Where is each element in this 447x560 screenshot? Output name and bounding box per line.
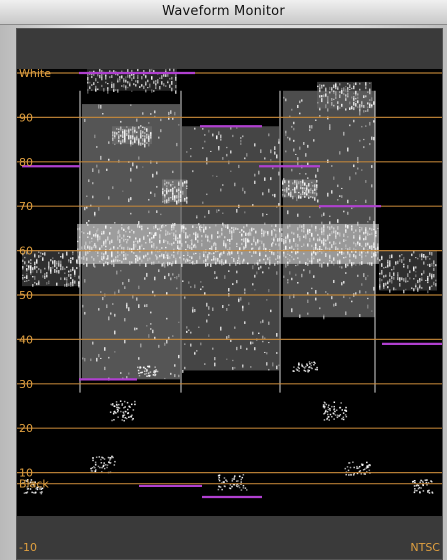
label-10: 10 bbox=[19, 467, 33, 480]
scale-labels: White 90 80 70 60 50 40 30 20 10 Black -… bbox=[19, 67, 440, 554]
label-white: White bbox=[19, 67, 51, 80]
waveform-trace bbox=[22, 68, 437, 495]
label-30: 30 bbox=[19, 378, 33, 391]
trace-cluster bbox=[344, 461, 371, 476]
waveform-display: White 90 80 70 60 50 40 30 20 10 Black -… bbox=[16, 28, 443, 560]
label-60: 60 bbox=[19, 245, 33, 258]
trace-cluster bbox=[109, 400, 136, 422]
trace-segment bbox=[162, 179, 188, 205]
label-90: 90 bbox=[19, 111, 33, 124]
trace-cluster bbox=[322, 401, 348, 421]
waveform-graph: White 90 80 70 60 50 40 30 20 10 Black -… bbox=[17, 29, 442, 559]
trace-cluster bbox=[137, 365, 159, 377]
label-black: Black bbox=[19, 478, 49, 491]
marker-layer bbox=[22, 71, 442, 499]
trace-cluster bbox=[22, 479, 44, 495]
window-title: Waveform Monitor bbox=[162, 4, 285, 19]
label-20: 20 bbox=[19, 422, 33, 435]
trace-segment bbox=[112, 126, 152, 148]
standard-label: NTSC bbox=[410, 541, 440, 554]
trace-segment bbox=[283, 90, 375, 320]
trace-segment bbox=[282, 179, 318, 202]
title-bar[interactable]: Waveform Monitor bbox=[0, 0, 447, 25]
trace-segment bbox=[77, 223, 379, 268]
bottom-band bbox=[17, 516, 442, 559]
label-minus-10: -10 bbox=[19, 541, 37, 554]
trace-segment bbox=[317, 81, 373, 112]
label-50: 50 bbox=[19, 289, 33, 302]
trace-segment bbox=[22, 250, 80, 288]
trace-cluster bbox=[292, 361, 318, 373]
trace-segment bbox=[379, 250, 437, 294]
label-70: 70 bbox=[19, 200, 33, 213]
trace-segment bbox=[87, 68, 177, 94]
trace-cluster bbox=[90, 455, 116, 474]
trace-cluster bbox=[217, 474, 248, 491]
top-band bbox=[17, 29, 442, 69]
label-40: 40 bbox=[19, 333, 33, 346]
trace-cluster bbox=[412, 479, 434, 494]
label-80: 80 bbox=[19, 156, 33, 169]
